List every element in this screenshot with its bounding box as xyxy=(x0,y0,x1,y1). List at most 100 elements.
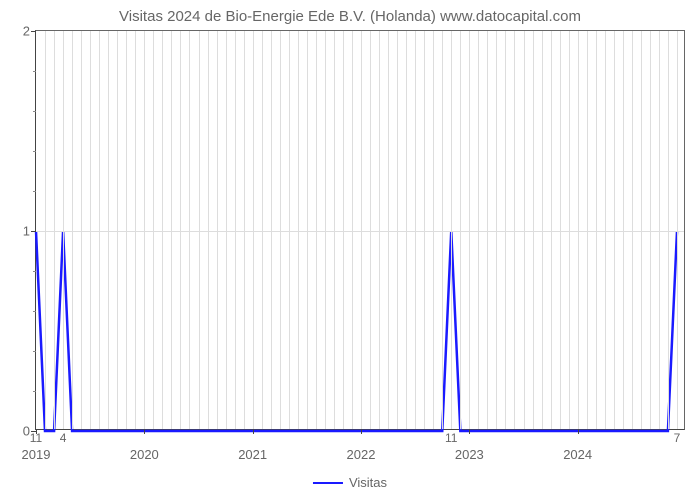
vgrid xyxy=(388,31,389,429)
vgrid xyxy=(514,31,515,429)
x-tick-mark xyxy=(469,429,470,434)
vgrid xyxy=(280,31,281,429)
y-tick-mark xyxy=(31,31,36,32)
x-tick-label: 2022 xyxy=(347,447,376,462)
x-tick-label: 2021 xyxy=(238,447,267,462)
vgrid xyxy=(99,31,100,429)
x-tick-label: 2024 xyxy=(563,447,592,462)
vgrid xyxy=(189,31,190,429)
vgrid xyxy=(650,31,651,429)
vgrid xyxy=(253,31,254,429)
vgrid xyxy=(108,31,109,429)
y-minor-tick xyxy=(33,391,36,392)
vgrid xyxy=(153,31,154,429)
vgrid xyxy=(217,31,218,429)
vgrid xyxy=(334,31,335,429)
vgrid xyxy=(668,31,669,429)
x-tick-label: 2023 xyxy=(455,447,484,462)
vgrid xyxy=(551,31,552,429)
y-minor-tick xyxy=(33,311,36,312)
y-minor-tick xyxy=(33,151,36,152)
legend: Visitas xyxy=(313,475,387,490)
vgrid xyxy=(316,31,317,429)
vgrid xyxy=(81,31,82,429)
vgrid xyxy=(533,31,534,429)
vgrid xyxy=(397,31,398,429)
x-tick-label: 2020 xyxy=(130,447,159,462)
vgrid xyxy=(460,31,461,429)
vgrid xyxy=(298,31,299,429)
vgrid xyxy=(542,31,543,429)
vgrid xyxy=(343,31,344,429)
data-point-label: 11 xyxy=(30,431,42,445)
x-tick-mark xyxy=(361,429,362,434)
vgrid xyxy=(352,31,353,429)
chart-container: 012201920202021202220232024114117 xyxy=(35,30,685,430)
vgrid xyxy=(262,31,263,429)
legend-label: Visitas xyxy=(349,475,387,490)
vgrid xyxy=(180,31,181,429)
vgrid xyxy=(63,31,64,429)
vgrid xyxy=(271,31,272,429)
vgrid xyxy=(578,31,579,429)
vgrid xyxy=(370,31,371,429)
vgrid xyxy=(560,31,561,429)
vgrid xyxy=(677,31,678,429)
y-minor-tick xyxy=(33,71,36,72)
y-tick-label: 1 xyxy=(23,224,30,239)
vgrid xyxy=(487,31,488,429)
y-minor-tick xyxy=(33,271,36,272)
vgrid xyxy=(505,31,506,429)
data-point-label: 4 xyxy=(60,431,67,445)
vgrid xyxy=(171,31,172,429)
x-tick-mark xyxy=(578,429,579,434)
vgrid xyxy=(605,31,606,429)
y-minor-tick xyxy=(33,351,36,352)
vgrid xyxy=(379,31,380,429)
vgrid xyxy=(596,31,597,429)
y-tick-label: 2 xyxy=(23,24,30,39)
vgrid xyxy=(614,31,615,429)
x-tick-label: 2019 xyxy=(22,447,51,462)
vgrid xyxy=(72,31,73,429)
vgrid xyxy=(126,31,127,429)
vgrid xyxy=(587,31,588,429)
vgrid xyxy=(659,31,660,429)
vgrid xyxy=(244,31,245,429)
vgrid xyxy=(433,31,434,429)
vgrid xyxy=(307,31,308,429)
data-point-label: 7 xyxy=(674,431,681,445)
plot-area: 012201920202021202220232024114117 xyxy=(35,30,685,430)
vgrid xyxy=(90,31,91,429)
vgrid xyxy=(469,31,470,429)
vgrid xyxy=(415,31,416,429)
vgrid xyxy=(208,31,209,429)
vgrid xyxy=(569,31,570,429)
vgrid xyxy=(632,31,633,429)
vgrid xyxy=(162,31,163,429)
chart-title: Visitas 2024 de Bio-Energie Ede B.V. (Ho… xyxy=(0,0,700,25)
vgrid xyxy=(524,31,525,429)
y-tick-mark xyxy=(31,231,36,232)
vgrid xyxy=(117,31,118,429)
vgrid xyxy=(442,31,443,429)
legend-swatch xyxy=(313,482,343,484)
vgrid xyxy=(451,31,452,429)
vgrid xyxy=(325,31,326,429)
vgrid xyxy=(496,31,497,429)
vgrid xyxy=(199,31,200,429)
vgrid xyxy=(45,31,46,429)
y-minor-tick xyxy=(33,191,36,192)
vgrid xyxy=(135,31,136,429)
vgrid xyxy=(623,31,624,429)
vgrid xyxy=(406,31,407,429)
vgrid xyxy=(54,31,55,429)
x-tick-mark xyxy=(144,429,145,434)
vgrid xyxy=(361,31,362,429)
vgrid xyxy=(226,31,227,429)
vgrid xyxy=(478,31,479,429)
vgrid xyxy=(289,31,290,429)
x-tick-mark xyxy=(253,429,254,434)
vgrid xyxy=(235,31,236,429)
vgrid xyxy=(424,31,425,429)
